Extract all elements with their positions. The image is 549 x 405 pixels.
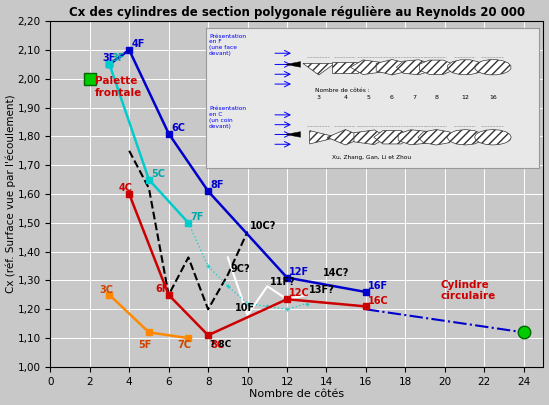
- Text: 5C: 5C: [152, 169, 165, 179]
- Text: 6F: 6F: [156, 284, 169, 294]
- Text: Cylindre
circulaire: Cylindre circulaire: [441, 279, 496, 301]
- Text: 7C: 7C: [177, 340, 192, 350]
- Title: Cx des cylindres de section polygonale régulière au Reynolds 20 000: Cx des cylindres de section polygonale r…: [69, 6, 525, 19]
- Text: 5F: 5F: [138, 340, 152, 350]
- Text: 10F: 10F: [235, 303, 255, 313]
- Text: 3C: 3C: [99, 286, 114, 296]
- Text: 9C?: 9C?: [230, 264, 250, 274]
- Text: 3F: 3F: [103, 53, 116, 64]
- Text: 7F: 7F: [191, 212, 204, 222]
- Text: 8F: 8F: [210, 180, 224, 190]
- Text: 13F?: 13F?: [309, 286, 335, 296]
- Text: ? 8C: ? 8C: [210, 340, 232, 350]
- Text: 4F: 4F: [132, 39, 145, 49]
- Text: 16F: 16F: [368, 281, 388, 291]
- Y-axis label: Cx (réf. Surface vue par l'écoulement): Cx (réf. Surface vue par l'écoulement): [5, 95, 16, 293]
- Text: 12F: 12F: [289, 267, 310, 277]
- Text: 10C?: 10C?: [250, 221, 276, 230]
- Text: Palette
frontale: Palette frontale: [94, 77, 142, 98]
- Text: 16C: 16C: [368, 296, 389, 305]
- X-axis label: Nombre de côtés: Nombre de côtés: [249, 390, 344, 399]
- Text: 4C: 4C: [119, 183, 132, 193]
- Text: 12C: 12C: [289, 288, 310, 298]
- Text: 6C: 6C: [171, 123, 185, 132]
- Text: 8C: 8C: [210, 340, 225, 350]
- Text: 11F?: 11F?: [270, 277, 295, 287]
- Text: 14C?: 14C?: [322, 268, 349, 278]
- Text: 3F: 3F: [111, 53, 125, 64]
